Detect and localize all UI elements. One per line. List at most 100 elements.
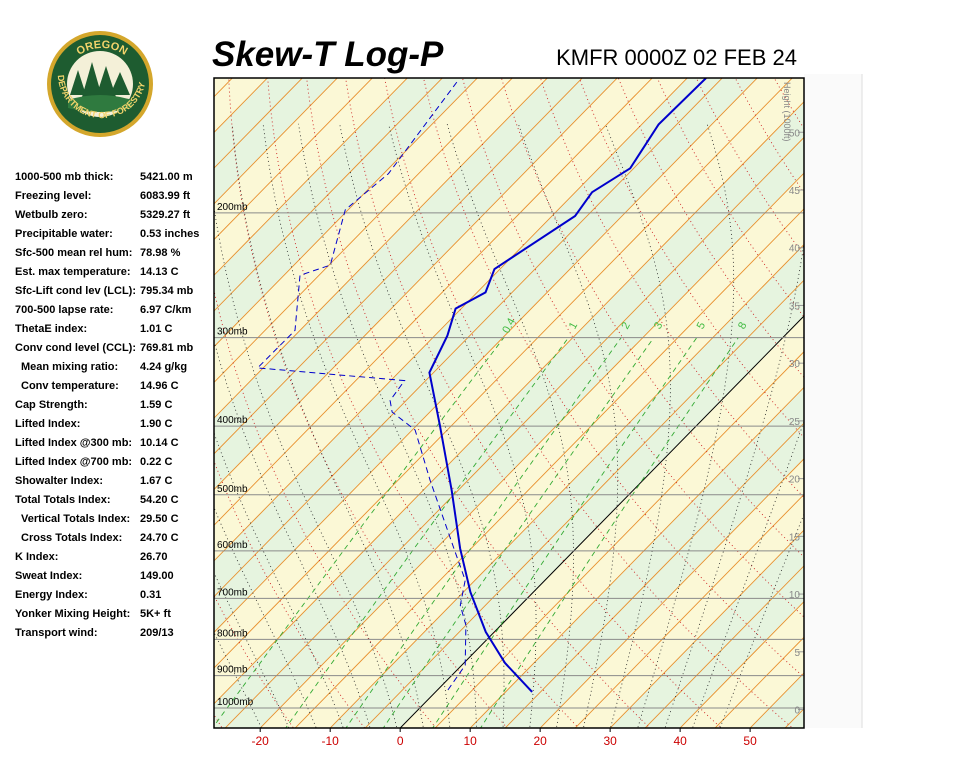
stat-value: 0.22 C [140,456,172,468]
isotherm [214,78,548,419]
isotherm [214,78,583,455]
chart-title: Skew-T Log-P [212,35,444,74]
y-tick-label: 700mb [217,587,248,598]
isotherm [329,243,804,728]
logo-ground [68,95,132,112]
y-tick-label: 1000mb [217,697,254,708]
dry-adiabat [953,56,960,738]
mixing-ratio-line [345,337,622,728]
plot-area [214,56,960,738]
isotherm [294,208,804,728]
isotherm [434,351,804,728]
stat-value: 5K+ ft [140,608,171,620]
moist-adiabat [262,123,451,728]
stat-value: 6.97 C/km [140,304,192,316]
x-tick-label: -10 [322,734,340,748]
stat-label: Lifted Index @700 mb: [15,456,132,468]
stat-label: Lifted Index @300 mb: [15,437,132,449]
y-tick-label: 900mb [217,665,248,676]
moist-adiabat [604,123,671,728]
isotherm [504,422,804,728]
chart-subtitle: KMFR 0000Z 02 FEB 24 [556,45,797,70]
logo-trees [70,62,130,97]
dry-adiabat [267,78,580,728]
x-tick-label: 10 [463,734,477,748]
moist-adiabat [214,339,371,728]
mixing-ratio-label: 1 [567,320,580,331]
stat-label: Sfc-500 mean rel hum: [15,247,132,259]
stat-label: Conv cond level (CCL): [15,342,136,354]
x-tick-label: 50 [743,734,757,748]
stat-value: 29.50 C [140,513,179,525]
stat-value: 5329.27 ft [140,209,190,221]
mixing-ratio-line [480,337,739,728]
stat-value: 5421.00 m [140,171,193,183]
y2-axis-label: Height (1000ft) [782,82,792,142]
stat-label: Lifted Index: [15,418,80,430]
dry-adiabat [734,78,804,194]
stat-value: 1.67 C [140,475,172,487]
y2-tick-label: 50 [789,128,801,139]
dry-adiabat [500,78,804,558]
stat-value: 6083.99 ft [140,190,190,202]
isotherm [259,172,804,728]
stat-value: 14.96 C [140,380,179,392]
wind-strip [804,74,862,728]
stat-value: 1.59 C [140,399,172,411]
isotherm-band [750,673,804,728]
isotherm [609,529,804,728]
isotherm [214,78,653,526]
mixing-ratio-line [214,337,505,727]
y2-tick-label: 35 [789,301,801,312]
isotherm [214,78,618,491]
isotherm-band [680,601,804,728]
stat-value: 54.20 C [140,494,179,506]
mixing-ratio-line [285,337,569,728]
stat-label: Mean mixing ratio: [21,361,118,373]
isotherm [679,600,804,728]
stats-table: 1000-500 mb thick: 5421.00 m Freezing leve… [15,171,199,639]
stat-label: Yonker Mixing Height: [15,608,130,620]
stat-value: 26.70 [140,551,168,563]
dry-adiabat [306,78,651,728]
x-tick-label: 20 [533,734,547,748]
isotherm-band [214,78,804,704]
isotherm [214,78,373,241]
isotherm [214,101,804,705]
y-tick-label: 800mb [217,628,248,639]
stat-label: 1000-500 mb thick: [15,171,113,183]
y2-tick-label: 0 [794,706,800,717]
plot-frame [213,77,805,729]
dry-adiabat [578,78,804,439]
x-tick-label: 40 [673,734,687,748]
stat-value: 769.81 mb [140,342,193,354]
stat-label: Precipitable water: [15,228,113,240]
x-tick-label: 30 [603,734,617,748]
isotherm [364,279,804,728]
stat-label: Vertical Totals Index: [21,513,130,525]
isotherm [214,78,408,276]
isotherm [214,78,443,312]
y2-tick-label: 40 [789,244,801,255]
isotherm [214,78,723,598]
stat-label: Cross Totals Index: [21,532,122,544]
isotherm [214,78,758,633]
y-tick-label: 500mb [217,484,248,495]
dry-adiabat [617,78,804,379]
stat-label: Wetbulb zero: [15,209,88,221]
dry-adiabat [462,78,804,618]
y-tick-label: 200mb [217,202,248,213]
isotherm [214,78,513,384]
mixing-ratio-label: 5 [695,320,708,331]
mixing-ratio-label: 3 [652,320,665,331]
dry-adiabat [877,56,960,738]
stat-label: 700-500 lapse rate: [15,304,113,316]
stat-label: Transport wind: [15,627,98,639]
isotherm [644,565,804,728]
stat-value: 0.53 inches [140,228,199,240]
stat-label: Conv temperature: [21,380,119,392]
stat-value: 1.01 C [140,323,172,335]
isotherm [574,493,804,728]
isotherm [214,78,478,348]
